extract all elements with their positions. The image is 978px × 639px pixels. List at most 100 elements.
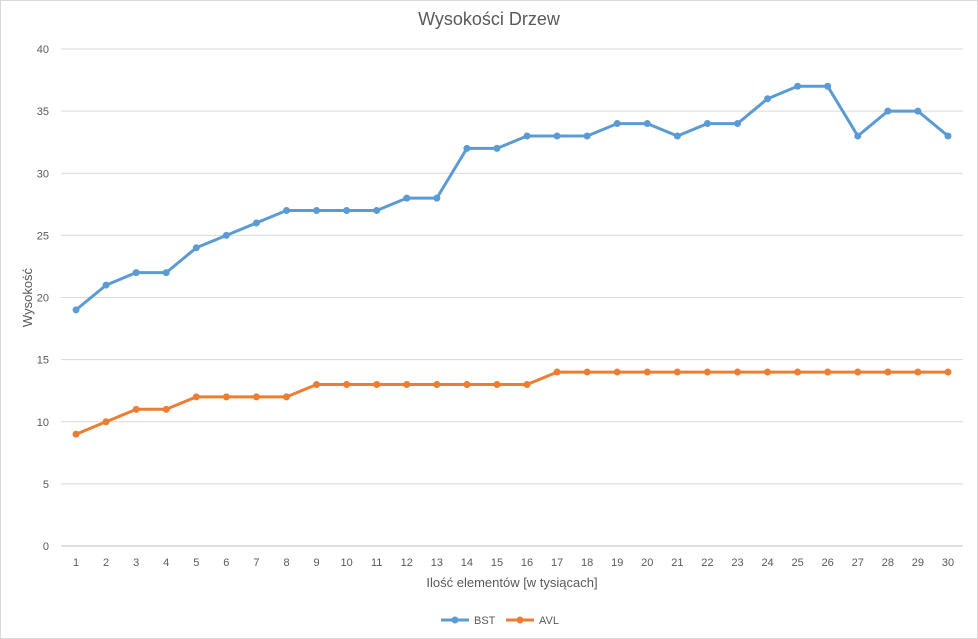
data-point [673,368,681,376]
x-tick-label: 28 [882,557,894,569]
x-axis-label: Ilość elementów [w tysiącach] [426,575,597,590]
x-tick-label: 23 [731,557,743,569]
x-tick-label: 6 [223,557,229,569]
data-point [252,219,260,227]
y-axis-ticks: 0 5 10 15 20 25 30 35 40 [37,44,49,553]
y-tick-label: 20 [37,293,49,305]
data-point [162,405,170,413]
data-point [884,107,892,115]
x-tick-label: 26 [822,557,834,569]
data-point [914,107,922,115]
data-point [252,393,260,401]
x-tick-label: 12 [401,557,413,569]
data-point [283,393,290,401]
x-tick-label: 5 [193,557,199,569]
x-tick-label: 15 [491,557,503,569]
y-axis-label: Wysokość [20,267,35,327]
data-point [493,144,501,152]
x-tick-label: 20 [641,557,653,569]
data-point [643,120,651,128]
data-point [222,393,230,401]
grid-lines [61,48,963,547]
legend-item: AVL [506,615,559,627]
x-tick-label: 11 [371,557,382,569]
data-point [643,368,651,376]
data-point [703,120,711,128]
y-tick-label: 35 [37,106,49,118]
data-point [403,194,411,202]
data-point [72,430,80,438]
x-tick-label: 3 [133,557,139,569]
y-tick-label: 5 [43,479,49,491]
data-point [373,207,381,215]
x-tick-label: 4 [163,557,169,569]
y-tick-label: 0 [43,541,49,553]
y-tick-label: 15 [37,355,49,367]
legend-label: BST [474,615,496,627]
x-tick-label: 25 [792,557,804,569]
x-tick-label: 24 [761,557,773,569]
legend-item: BST [441,615,496,627]
data-point [914,368,922,376]
y-tick-label: 25 [37,230,49,242]
x-tick-label: 29 [912,557,924,569]
data-point [403,380,411,388]
y-tick-label: 40 [37,44,49,56]
x-tick-label: 1 [73,557,79,569]
y-tick-label: 10 [37,417,49,429]
data-point [343,380,351,388]
x-tick-label: 13 [431,557,443,569]
data-point [854,132,862,140]
x-tick-label: 30 [942,557,954,569]
data-point [553,368,561,376]
data-point [583,132,591,140]
data-point [583,368,591,376]
data-point [944,368,952,376]
data-point [824,82,832,90]
data-point [824,368,832,376]
data-point [794,82,802,90]
data-point [222,231,230,239]
x-tick-label: 14 [461,557,473,569]
x-tick-label: 2 [103,557,109,569]
data-point [102,281,110,289]
data-point [613,120,621,128]
x-tick-label: 27 [852,557,864,569]
legend-swatch-marker [451,616,459,624]
x-tick-label: 21 [671,557,683,569]
x-tick-label: 22 [701,557,713,569]
x-tick-label: 8 [283,557,289,569]
data-point [764,368,772,376]
data-point [132,269,140,277]
x-tick-label: 9 [314,557,320,569]
data-point [523,132,531,140]
data-point [854,368,862,376]
data-point [734,120,741,128]
data-point [703,368,711,376]
data-point [794,368,802,376]
chart-title: Wysokości Drzew [418,9,560,29]
x-tick-label: 19 [611,557,623,569]
series-group [72,82,952,438]
data-point [313,380,321,388]
data-point [343,207,351,215]
data-point [162,269,170,277]
y-tick-label: 30 [37,168,49,180]
data-point [72,306,80,314]
x-tick-label: 7 [253,557,259,569]
series-line [74,370,950,436]
data-point [283,207,290,215]
data-point [944,132,952,140]
legend-label: AVL [539,615,559,627]
legend-swatch-marker [516,616,524,624]
data-point [132,405,140,413]
legend: BST AVL [441,615,559,627]
data-point [734,368,741,376]
data-point [613,368,621,376]
data-point [192,393,200,401]
data-point [463,144,471,152]
x-axis-ticks: 1 2 3 4 5 6 7 8 9 10 11 12 13 14 15 16 17 18 19 20 21 22 23 24 2… [73,557,954,569]
data-point [673,132,681,140]
x-tick-label: 10 [341,557,353,569]
